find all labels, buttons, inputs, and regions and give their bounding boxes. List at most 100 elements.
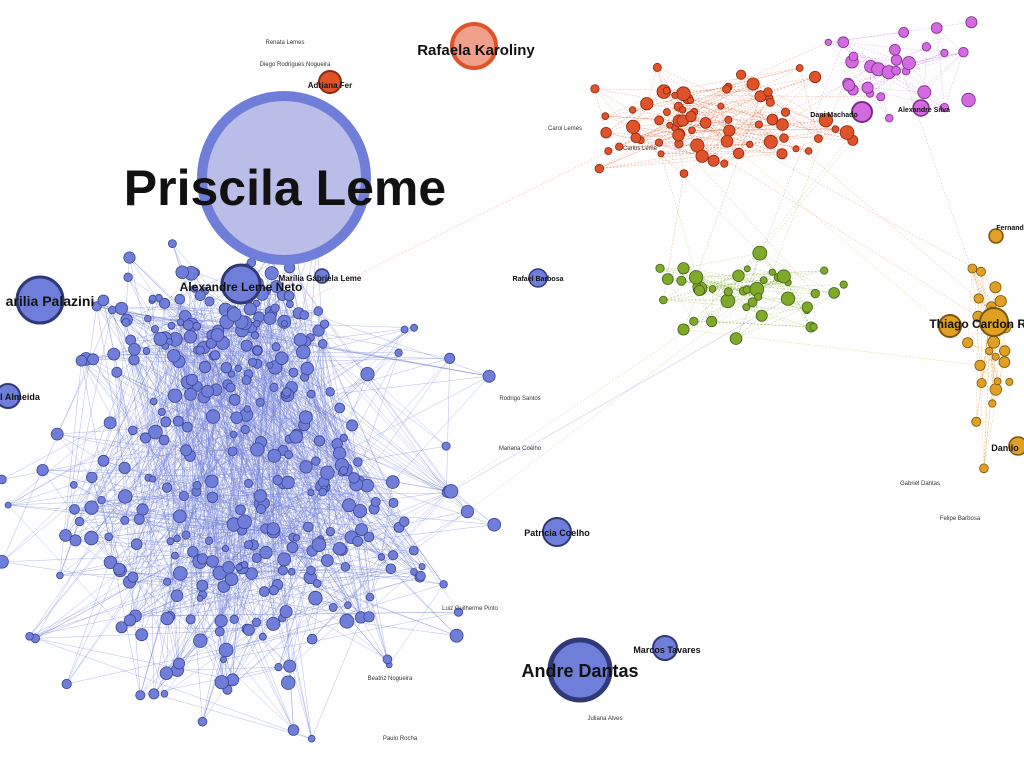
graph-node[interactable]: [182, 319, 194, 331]
graph-node[interactable]: [204, 536, 214, 545]
graph-node[interactable]: [814, 134, 823, 143]
graph-node[interactable]: [214, 626, 225, 637]
graph-node[interactable]: [241, 375, 252, 385]
graph-node[interactable]: [112, 562, 126, 576]
graph-node[interactable]: [172, 415, 184, 427]
graph-node[interactable]: [97, 454, 110, 467]
graph-node[interactable]: [311, 537, 327, 552]
graph-node[interactable]: [342, 498, 356, 513]
graph-node[interactable]: [166, 537, 175, 546]
graph-node[interactable]: [133, 513, 145, 525]
graph-node[interactable]: [861, 81, 874, 94]
graph-node[interactable]: [306, 389, 316, 399]
graph-node[interactable]: [989, 383, 1003, 396]
graph-node[interactable]: [220, 362, 233, 374]
graph-node[interactable]: [746, 77, 760, 91]
graph-node[interactable]: [780, 107, 791, 117]
graph-node[interactable]: [353, 457, 363, 467]
graph-node[interactable]: [154, 293, 163, 302]
graph-node[interactable]: [482, 369, 496, 383]
graph-node[interactable]: [967, 263, 978, 274]
graph-node[interactable]: [732, 147, 745, 159]
graph-node[interactable]: [657, 150, 665, 158]
graph-node[interactable]: [939, 103, 950, 113]
graph-node[interactable]: [149, 475, 157, 483]
graph-node[interactable]: [661, 273, 674, 286]
graph-node[interactable]: [277, 565, 288, 576]
graph-node[interactable]: [837, 36, 850, 48]
graph-node[interactable]: [259, 545, 273, 560]
graph-node[interactable]: [441, 441, 451, 451]
graph-node[interactable]: [193, 633, 208, 648]
graph-node[interactable]: [987, 335, 1001, 349]
graph-node[interactable]: [973, 293, 984, 304]
graph-node[interactable]: [284, 450, 294, 460]
graph-node[interactable]: [206, 491, 219, 504]
graph-node[interactable]: [809, 322, 818, 332]
graph-node[interactable]: [195, 345, 205, 355]
graph-node[interactable]: [732, 269, 745, 283]
graph-node[interactable]: [0, 555, 9, 569]
graph-node[interactable]: [780, 291, 796, 306]
graph-node[interactable]: [940, 48, 949, 58]
graph-node[interactable]: [763, 87, 773, 97]
graph-node[interactable]: [270, 303, 280, 313]
graph-node[interactable]: [720, 135, 734, 148]
graph-node[interactable]: [149, 397, 158, 406]
graph-node[interactable]: [318, 487, 328, 497]
graph-node[interactable]: [206, 555, 219, 568]
graph-node[interactable]: [272, 475, 283, 486]
graph-node[interactable]: [723, 124, 736, 137]
graph-node[interactable]: [287, 567, 296, 576]
graph-node[interactable]: [59, 529, 72, 542]
graph-node[interactable]: [776, 118, 789, 131]
graph-node[interactable]: [184, 387, 198, 401]
graph-node[interactable]: [221, 544, 230, 553]
graph-node[interactable]: [181, 421, 193, 433]
graph-node[interactable]: [210, 328, 225, 342]
graph-node[interactable]: [332, 446, 347, 460]
graph-node[interactable]: [283, 659, 297, 673]
graph-node[interactable]: [158, 434, 170, 446]
graph-node[interactable]: [985, 346, 994, 356]
graph-node[interactable]: [449, 628, 464, 643]
graph-node[interactable]: [148, 294, 157, 303]
graph-node[interactable]: [160, 611, 174, 626]
graph-node[interactable]: [958, 47, 969, 58]
hub-andre-dantas[interactable]: Andre Dantas: [521, 637, 639, 703]
graph-node[interactable]: [601, 112, 610, 120]
graph-node[interactable]: [339, 613, 355, 629]
graph-node[interactable]: [921, 42, 932, 52]
graph-node[interactable]: [1005, 377, 1014, 386]
graph-node[interactable]: [831, 125, 840, 133]
graph-node[interactable]: [765, 97, 775, 107]
graph-node[interactable]: [139, 432, 151, 444]
graph-node[interactable]: [135, 628, 149, 642]
graph-node[interactable]: [976, 266, 986, 277]
graph-node[interactable]: [808, 70, 822, 84]
graph-node[interactable]: [365, 592, 375, 602]
graph-node[interactable]: [306, 565, 316, 576]
graph-node[interactable]: [121, 318, 131, 327]
graph-node[interactable]: [120, 515, 130, 525]
graph-node[interactable]: [655, 263, 665, 273]
graph-node[interactable]: [111, 366, 123, 378]
graph-node[interactable]: [251, 553, 262, 563]
graph-node[interactable]: [251, 617, 262, 628]
graph-node[interactable]: [69, 534, 82, 547]
graph-node[interactable]: [724, 115, 733, 124]
graph-node[interactable]: [766, 113, 779, 126]
graph-node[interactable]: [192, 321, 202, 331]
graph-node[interactable]: [4, 501, 12, 509]
graph-node[interactable]: [150, 325, 159, 334]
graph-node[interactable]: [328, 603, 338, 612]
graph-node[interactable]: [321, 554, 334, 567]
graph-node[interactable]: [686, 96, 695, 105]
graph-node[interactable]: [876, 92, 886, 102]
graph-node[interactable]: [173, 509, 187, 524]
graph-node[interactable]: [723, 287, 733, 297]
graph-node[interactable]: [768, 268, 776, 276]
graph-node[interactable]: [84, 500, 99, 515]
graph-node[interactable]: [974, 359, 986, 371]
hub-patricia-coelho[interactable]: Patricia Coelho: [524, 517, 590, 547]
